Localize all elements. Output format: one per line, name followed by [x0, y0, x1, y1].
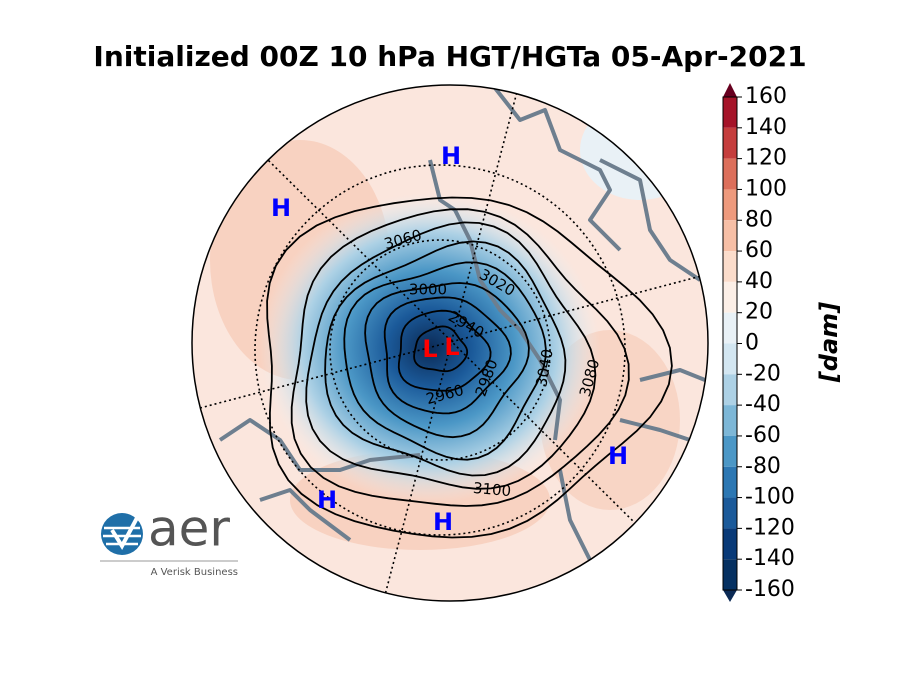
contour-line	[364, 282, 530, 439]
map	[192, 85, 708, 601]
colorbar-segment	[723, 158, 737, 190]
colorbar-tick-label: -20	[745, 361, 781, 386]
logo-check	[110, 515, 140, 550]
colorbar-segment	[723, 220, 737, 252]
colorbar-extend	[723, 83, 737, 97]
colorbar-segment	[723, 97, 737, 128]
contour-line	[324, 240, 567, 477]
high-marker: H	[317, 486, 337, 514]
colorbar-tick-label: -160	[745, 577, 795, 602]
colorbar-tick-label: 60	[745, 238, 773, 263]
colorbar-segment	[723, 374, 737, 406]
colorbar: 160 140 120 100 80 60 40 20 0 -20 -40 -60 -80 -100 -12…	[722, 83, 795, 602]
low-marker: L	[444, 333, 459, 361]
colorbar-tick-label: 40	[745, 269, 773, 294]
colorbar-tick-label: 160	[745, 84, 787, 109]
logo-tagline: A Verisk Business	[151, 567, 238, 578]
contour-line	[290, 208, 630, 507]
colorbar-tick-label: 140	[745, 115, 787, 140]
contour-line	[343, 261, 547, 461]
colorbar-segment	[723, 281, 737, 313]
colorbar-segment	[723, 497, 737, 529]
contour-label: 3100	[472, 479, 512, 500]
colorbar-segment	[723, 343, 737, 375]
logo-name: aer	[148, 500, 230, 558]
logo: aer A Verisk Business	[100, 500, 238, 578]
colorbar-segment	[723, 127, 737, 159]
colorbar-segment	[723, 466, 737, 498]
colorbar-tick-label: -80	[745, 454, 781, 479]
colorbar-extend	[723, 590, 737, 602]
contour-line	[397, 309, 492, 392]
title: Initialized 00Z 10 hPa HGT/HGTa 05-Apr-2…	[93, 40, 806, 73]
map-boundary	[191, 84, 709, 602]
low-marker: L	[422, 335, 437, 363]
colorbar-segment	[723, 528, 737, 560]
colorbar-tick-label: -100	[745, 485, 795, 510]
contour-line	[413, 325, 469, 373]
coastlines	[218, 86, 706, 561]
colorbar-tick-label: -140	[745, 546, 795, 571]
colorbar-segment	[723, 251, 737, 282]
high-marker: H	[433, 508, 453, 536]
colorbar-label: [dam]	[815, 302, 843, 383]
colorbar-segment	[723, 559, 737, 590]
colorbar-tick-label: 20	[745, 300, 773, 325]
colorbar-tick-label: 120	[745, 146, 787, 171]
contour-label: 3000	[409, 281, 447, 299]
colorbar-tick-label: -120	[745, 515, 795, 540]
colorbar-tick-label: 0	[745, 331, 759, 356]
contour-line	[305, 221, 597, 490]
colorbar-segment	[723, 435, 737, 467]
colorbar-tick-label: -60	[745, 423, 781, 448]
contour-line	[266, 196, 673, 539]
colorbar-tick-label: 100	[745, 176, 787, 201]
graticule	[199, 87, 706, 596]
colorbar-segment	[723, 189, 737, 221]
colorbar-tick-label: -40	[745, 392, 781, 417]
high-marker: H	[441, 142, 461, 170]
colorbar-tick-label: 80	[745, 207, 773, 232]
colorbar-segment	[723, 312, 737, 344]
contours	[266, 196, 673, 539]
high-marker: H	[608, 442, 628, 470]
high-marker: H	[271, 194, 291, 222]
colorbar-segment	[723, 405, 737, 436]
contour-line	[383, 296, 512, 415]
